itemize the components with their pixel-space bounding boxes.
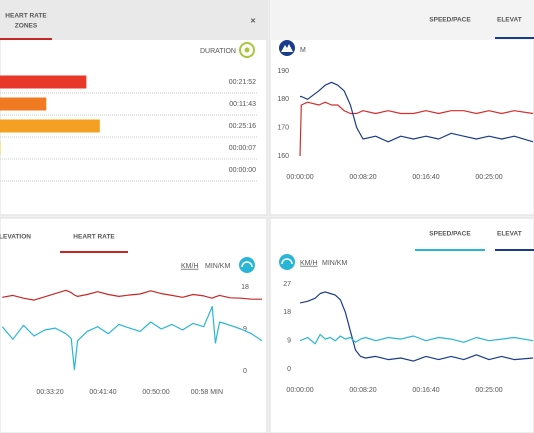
unit-label[interactable]: KM/H <box>181 263 199 270</box>
tab-label[interactable]: SPEED/PACE <box>429 231 471 238</box>
tab-label[interactable]: HEART RATE <box>73 234 115 241</box>
x-tick-label: 00:00:00 <box>286 387 313 394</box>
tab-label[interactable]: HEART RATE <box>5 13 47 20</box>
y-tick-label: 9 <box>243 326 247 333</box>
tab-label[interactable]: SPEED/PACE <box>429 17 471 24</box>
duration-icon[interactable] <box>239 42 255 58</box>
duration-label: 00:00:00 <box>229 167 256 174</box>
tab-label[interactable]: ELEVAT <box>497 231 522 238</box>
x-tick-label: 00:00:00 <box>286 174 313 181</box>
speed-icon <box>239 257 255 273</box>
data-line <box>300 81 534 143</box>
y-tick-label: 18 <box>283 309 291 316</box>
tab-label[interactable]: ZONES <box>15 23 38 30</box>
unit-label[interactable]: KM/H <box>300 260 318 267</box>
gauge-glyph <box>281 258 293 265</box>
duration-label: 00:25:16 <box>229 123 256 130</box>
x-tick-label: 00:16:40 <box>412 387 439 394</box>
y-tick-label: 18 <box>241 284 249 291</box>
zone-bar <box>0 97 47 111</box>
tab-label[interactable]: LEVATION <box>0 234 31 241</box>
y-tick-label: 190 <box>277 68 289 75</box>
x-tick-label: 00:58 MIN <box>191 389 223 396</box>
x-tick-label: 00:41:40 <box>89 389 116 396</box>
data-line <box>1 306 263 371</box>
y-tick-label: 170 <box>277 125 289 132</box>
x-tick-label: 00:25:00 <box>475 387 502 394</box>
speed-icon <box>279 254 295 270</box>
mountain-glyph <box>281 44 293 52</box>
x-tick-label: 00:33:20 <box>36 389 63 396</box>
unit-label[interactable]: M <box>300 47 306 54</box>
sort-label[interactable]: DURATION <box>200 48 236 55</box>
duration-label: 00:21:52 <box>229 79 256 86</box>
zones-header <box>0 0 267 40</box>
duration-icon-dot <box>244 47 250 53</box>
x-tick-label: 00:08:20 <box>349 174 376 181</box>
data-line <box>299 333 534 345</box>
y-tick-label: 0 <box>287 366 291 373</box>
data-line <box>299 101 534 157</box>
y-tick-label: 160 <box>277 153 289 160</box>
gauge-glyph <box>241 261 253 268</box>
x-tick-label: 00:25:00 <box>475 174 502 181</box>
unit-label[interactable]: MIN/KM <box>322 260 347 267</box>
x-tick-label: 00:16:40 <box>412 174 439 181</box>
unit-label[interactable]: MIN/KM <box>205 263 230 270</box>
elevation-header <box>270 0 534 40</box>
duration-label: 00:00:07 <box>229 145 256 152</box>
y-tick-label: 9 <box>287 338 291 345</box>
close-button[interactable]: ✕ <box>250 18 256 25</box>
data-line <box>2 289 262 301</box>
x-tick-label: 00:50:00 <box>142 389 169 396</box>
speed-panel <box>269 217 534 433</box>
y-tick-label: 27 <box>283 281 291 288</box>
heart-rate-panel <box>0 217 268 433</box>
y-tick-label: 180 <box>277 96 289 103</box>
x-tick-label: 00:08:20 <box>349 387 376 394</box>
zone-bar <box>0 119 100 133</box>
y-tick-label: 0 <box>243 368 247 375</box>
tab-label[interactable]: ELEVAT <box>497 17 522 24</box>
zone-bar <box>0 75 87 89</box>
duration-label: 00:11:43 <box>229 101 256 108</box>
data-line <box>299 291 534 362</box>
